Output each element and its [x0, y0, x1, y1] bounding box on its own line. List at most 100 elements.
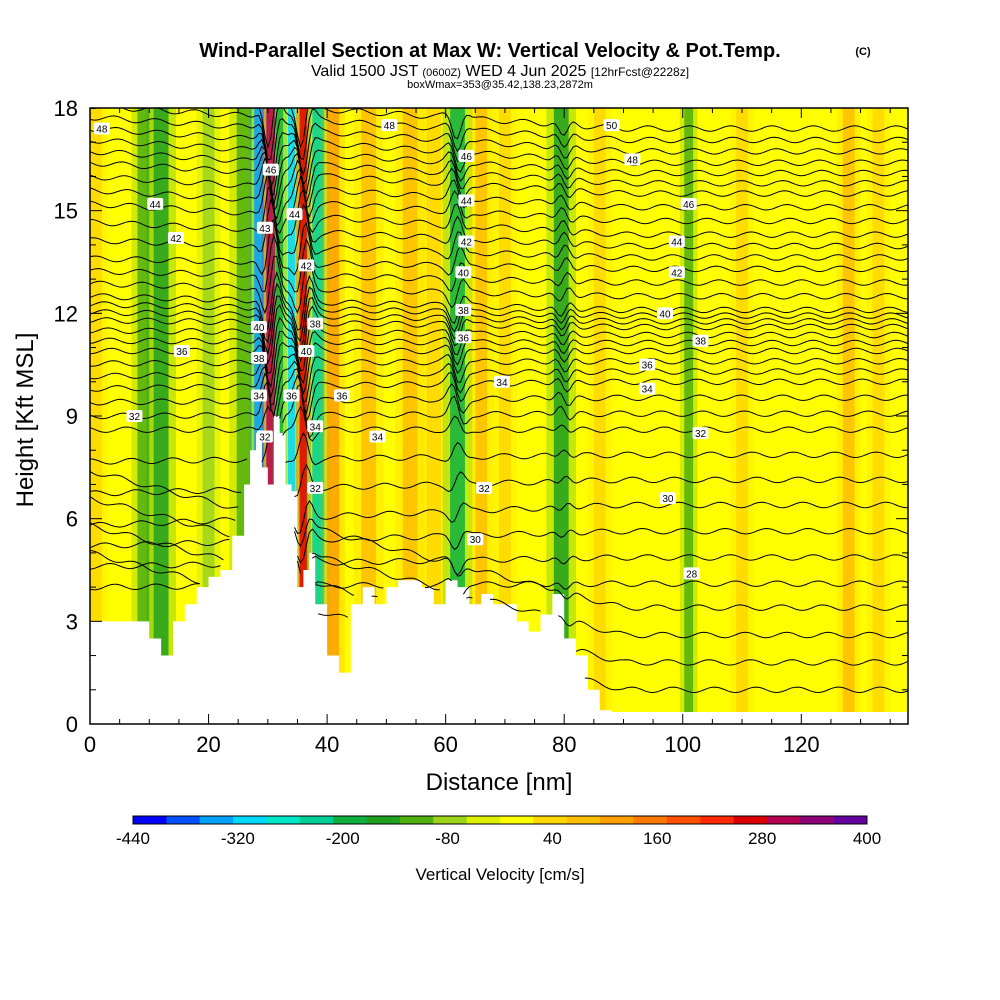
theta-contour-label-text: 42	[301, 261, 313, 272]
theta-contour-label: 32	[692, 427, 709, 440]
x-tick-label: 40	[315, 732, 339, 757]
theta-contour-minor	[90, 527, 908, 564]
theta-contour-lowlevel	[90, 471, 908, 611]
colorbar-tick-label: 400	[853, 829, 881, 848]
colorbar-swatch	[600, 816, 634, 824]
valid-utc: (0600Z)	[422, 67, 461, 79]
theta-contour	[90, 303, 908, 366]
theta-contour-label-text: 30	[662, 494, 674, 505]
theta-contour-minor	[90, 164, 908, 227]
colorbar-swatch	[733, 816, 768, 824]
x-tick-label: 100	[664, 732, 701, 757]
y-tick-label: 6	[66, 507, 78, 532]
colorbar-swatch	[233, 816, 267, 824]
theta-contour-label-text: 34	[496, 378, 508, 389]
vv-band	[312, 108, 325, 724]
theta-contour-label-text: 32	[129, 412, 141, 423]
theta-contour-label-text: 28	[686, 569, 698, 580]
theta-contour-minor	[90, 156, 908, 220]
theta-contour-minor	[90, 197, 908, 261]
chart-title: Wind-Parallel Section at Max W: Vertical…	[199, 40, 780, 62]
colorbar-swatch	[700, 816, 735, 824]
theta-contour-minor	[90, 295, 908, 356]
theta-contour-minor	[90, 380, 908, 439]
vv-band	[287, 108, 296, 724]
theta-contour-minor	[90, 108, 908, 161]
box-info: boxWmax=353@35.42,138.23,2872m	[407, 79, 593, 91]
colorbar-swatch	[333, 816, 368, 824]
theta-contour-label: 48	[93, 122, 110, 136]
colorbar-tick-label: -320	[221, 829, 255, 848]
theta-contour-label: 36	[639, 358, 656, 372]
theta-contour-label: 36	[283, 389, 300, 402]
terrain-area	[90, 416, 908, 724]
vv-band-halo	[493, 108, 517, 724]
theta-contour-minor	[90, 145, 908, 207]
theta-contour-label: 32	[126, 410, 143, 423]
vv-band	[402, 108, 418, 724]
theta-contour-label-text: 36	[286, 391, 298, 402]
theta-contour	[90, 341, 908, 398]
theta-contour-label-text: 48	[627, 155, 639, 166]
theta-contour-label: 40	[656, 307, 673, 320]
colorbar-swatch	[433, 816, 468, 824]
colorbar-swatch	[166, 816, 201, 824]
vv-band	[137, 108, 150, 724]
vv-band	[153, 108, 169, 724]
theta-contour-label: 50	[603, 119, 620, 132]
theta-contour-label: 34	[369, 430, 386, 444]
theta-contour-label: 30	[467, 533, 484, 546]
theta-contour	[258, 108, 908, 150]
colorbar-swatch	[800, 816, 835, 824]
x-tick-label: 60	[433, 732, 457, 757]
theta-contour-label: 44	[147, 197, 164, 211]
colorbar-swatch	[466, 816, 501, 824]
theta-contour	[90, 170, 908, 238]
theta-contour-label: 36	[455, 331, 472, 344]
vv-band	[593, 108, 606, 724]
theta-contour-minor	[90, 372, 908, 431]
theta-contour-label-text: 50	[606, 121, 618, 132]
theta-contour-label-text: 34	[642, 385, 654, 396]
vv-band	[202, 108, 215, 724]
theta-contour-label: 34	[493, 375, 510, 389]
valid-time-line: Valid 1500 JST (0600Z) WED 4 Jun 2025 [1…	[311, 63, 689, 80]
theta-contour-minor	[90, 255, 908, 315]
theta-contour-label-text: 32	[695, 429, 707, 440]
y-tick-label: 15	[54, 199, 78, 224]
vv-band	[872, 108, 885, 724]
colorbar: -440 -320 -200 -80 40 160 280 400	[116, 815, 881, 848]
theta-contour-label-text: 40	[301, 347, 313, 358]
colorbar-tick-label: -80	[435, 829, 460, 848]
y-tick-label: 0	[66, 712, 78, 737]
theta-contour-label-text: 48	[96, 125, 108, 136]
colorbar-swatch	[633, 816, 668, 824]
theta-contour-label-text: 32	[310, 484, 322, 495]
colorbar-swatch	[133, 816, 167, 824]
theta-contour-label-text: 34	[372, 433, 384, 444]
theta-contour-label: 40	[250, 321, 267, 334]
theta-contour-label-text: 38	[458, 306, 470, 317]
theta-contour	[90, 365, 908, 423]
theta-contour-label-text: 44	[461, 196, 473, 207]
theta-contour-minor	[90, 316, 908, 374]
vv-band	[736, 108, 748, 724]
theta-contour-label: 36	[173, 344, 190, 358]
theta-contour-label: 42	[668, 266, 685, 279]
colorbar-swatch	[533, 816, 568, 824]
colorbar-swatch	[199, 816, 234, 824]
vv-band	[426, 108, 442, 724]
theta-contour	[90, 151, 908, 213]
theta-contour-lowlevel	[90, 522, 908, 666]
y-tick-label: 18	[54, 96, 78, 121]
theta-contour-minor	[90, 138, 908, 196]
forecast-info: [12hrFcst@2228z]	[591, 65, 689, 79]
colorbar-swatch	[266, 816, 301, 824]
theta-contour-label-text: 38	[695, 337, 707, 348]
theta-contour-minor	[90, 115, 908, 178]
theta-contour-label-text: 44	[289, 210, 301, 221]
colorbar-swatch	[500, 816, 534, 824]
theta-contour-lowlevel	[90, 550, 908, 694]
theta-contour-label: 42	[167, 232, 184, 245]
theta-contour	[90, 405, 908, 442]
